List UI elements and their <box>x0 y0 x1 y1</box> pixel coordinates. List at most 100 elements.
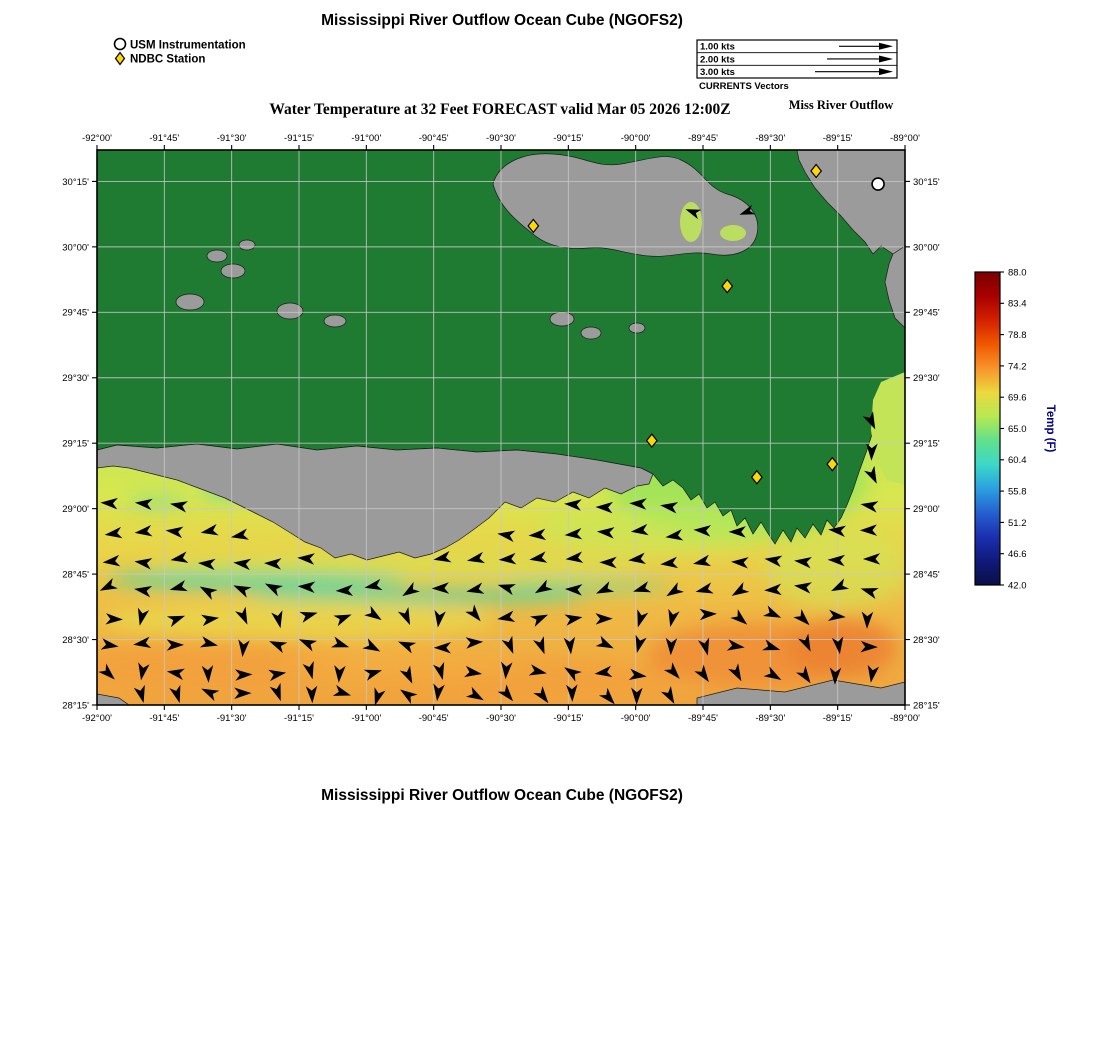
colorbar-tick-label: 83.4 <box>1008 299 1027 310</box>
colorbar-tick-label: 78.8 <box>1008 330 1027 341</box>
current-vector-icon <box>201 665 214 683</box>
current-vector-icon <box>563 636 576 655</box>
current-vector-icon <box>397 641 417 654</box>
current-vector-icon <box>364 578 383 591</box>
current-vector-icon <box>564 527 583 540</box>
ndbc-station-marker <box>810 163 823 179</box>
axes: -92°00' -92°00' -91°45' -91°45' -91°30' -91°3… <box>62 133 940 724</box>
x-tick-label: -90°00' <box>621 713 651 724</box>
current-vector-icon <box>332 684 351 696</box>
current-vector-icon <box>497 584 516 596</box>
current-vector-icon <box>793 582 812 594</box>
current-vector-icon <box>628 668 647 680</box>
current-vector-icon <box>166 639 184 651</box>
current-vector-icon <box>271 610 283 629</box>
current-vector-icon <box>763 666 782 681</box>
land-bottom-left <box>97 693 130 705</box>
x-tick-label: -91°30' <box>217 713 247 724</box>
current-vector-icon <box>397 607 411 626</box>
current-vector-icon <box>402 581 420 597</box>
vector-key-speed-label: 3.00 kts <box>700 67 735 78</box>
x-tick-label: -90°45' <box>419 133 449 144</box>
x-tick-label: -89°00' <box>890 133 920 144</box>
current-vector-icon <box>297 581 316 594</box>
current-vector-icon <box>860 587 879 599</box>
current-vector-icon <box>433 683 445 702</box>
current-vector-icon <box>731 557 749 569</box>
lake-water-patches <box>680 202 756 242</box>
y-tick-label: 28°30' <box>62 635 89 646</box>
x-tick-label: -89°30' <box>755 133 785 144</box>
x-tick-label: -91°00' <box>351 713 381 724</box>
colorbar-tick-label: 69.6 <box>1008 393 1027 404</box>
ndbc-station-marker <box>826 456 839 472</box>
current-vector-icon <box>199 636 218 648</box>
current-vector-icon <box>631 687 643 705</box>
current-vector-icon <box>730 609 748 625</box>
current-vector-icon <box>466 582 485 594</box>
x-tick-label: -91°15' <box>284 133 314 144</box>
current-vector-icon <box>433 551 452 563</box>
current-vector-icon <box>827 554 846 567</box>
current-vector-icon <box>859 524 878 536</box>
x-tick-label: -89°15' <box>823 713 853 724</box>
colorbar-tick-label: 42.0 <box>1008 580 1027 591</box>
current-vector-icon <box>660 502 679 514</box>
y-tick-label: 29°15' <box>62 439 89 450</box>
current-vector-icon <box>630 523 649 536</box>
usm-station-marker <box>871 177 885 191</box>
current-vector-icon <box>529 551 548 563</box>
y-tick-label: 29°45' <box>913 308 940 319</box>
current-vector-icon <box>465 686 484 701</box>
current-vector-icon <box>433 641 451 654</box>
current-vector-icon <box>166 668 185 680</box>
x-tick-label: -89°45' <box>688 133 718 144</box>
current-vector-icon <box>699 608 717 621</box>
current-vector-icon <box>534 579 553 594</box>
x-tick-label: -91°45' <box>149 713 179 724</box>
current-vector-icon <box>134 558 153 570</box>
current-vector-icon <box>400 689 418 704</box>
current-vector-icon <box>497 610 516 622</box>
current-vector-icon <box>169 684 181 704</box>
current-vector-icon <box>794 556 812 569</box>
current-vector-icon <box>299 611 318 623</box>
current-vector-icon <box>269 641 288 654</box>
y-tick-label: 28°30' <box>913 635 940 646</box>
current-vector-icon <box>199 586 218 601</box>
current-vector-icon <box>665 637 678 656</box>
current-vector-icon <box>105 613 123 625</box>
current-vector-icon <box>133 636 152 648</box>
stations <box>527 163 885 485</box>
current-vector-icon <box>528 528 547 541</box>
current-vector-icon <box>663 662 680 679</box>
usm-legend-marker-icon <box>113 37 127 51</box>
x-tick-label: -91°00' <box>351 133 381 144</box>
current-vector-icon <box>434 609 446 628</box>
ndbc-station-marker <box>750 469 763 485</box>
current-vector-icon <box>860 501 879 513</box>
current-vector-icon <box>629 498 647 510</box>
current-vector-icon <box>529 614 549 627</box>
x-tick-label: -92°00' <box>82 133 112 144</box>
current-vector-icon <box>433 661 445 681</box>
current-vector-icon <box>501 635 514 654</box>
current-vector-icon <box>268 669 287 682</box>
current-vector-icon <box>134 586 153 598</box>
y-tick-label: 29°30' <box>62 373 89 384</box>
current-vector-icon <box>867 664 880 683</box>
vector-key-speed-label: 1.00 kts <box>700 42 735 53</box>
current-vector-icon <box>764 555 783 567</box>
x-tick-label: -90°30' <box>486 713 516 724</box>
current-vector-icon <box>298 639 318 652</box>
current-vector-icon <box>828 525 847 538</box>
current-vector-icon <box>635 634 647 653</box>
current-vector-icon <box>693 525 712 537</box>
ndbc-station-marker <box>721 278 734 294</box>
current-vector-icon <box>201 688 220 702</box>
current-vector-icon <box>762 639 781 651</box>
current-vector-icon <box>269 682 281 702</box>
current-vector-icon <box>166 615 186 628</box>
